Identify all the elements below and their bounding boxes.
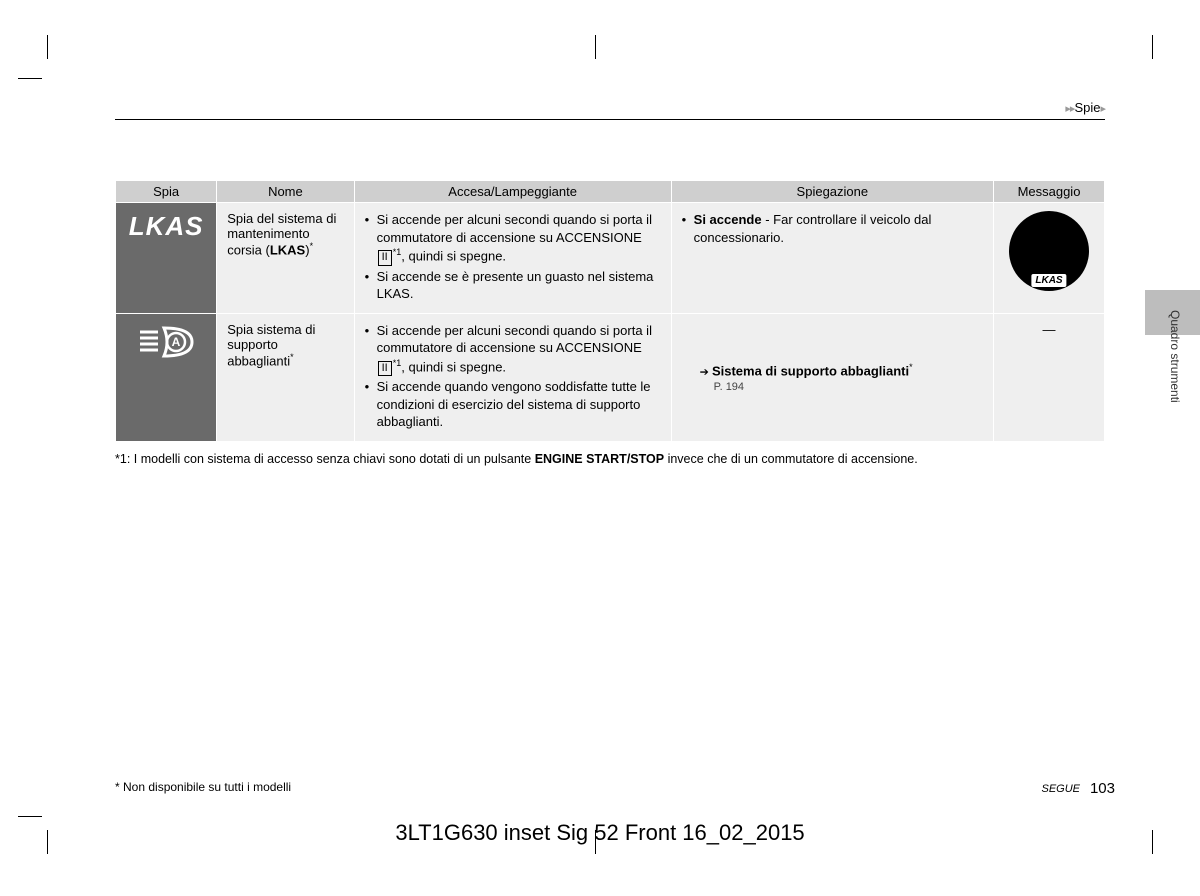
spiegazione-bold: Si accende xyxy=(694,212,762,227)
ignition-position-box: II xyxy=(378,361,392,376)
svg-text:A: A xyxy=(172,335,181,349)
th-spia: Spia xyxy=(116,181,217,203)
message-indicator-icon: LKAS xyxy=(1009,211,1089,291)
footnote-text: invece che di un commutatore di accensio… xyxy=(664,452,918,466)
page-number: 103 xyxy=(1090,780,1115,797)
asterisk: * xyxy=(290,352,294,362)
bullet-text: , quindi si spegne. xyxy=(401,248,506,263)
reference-arrow-icon: ➔ xyxy=(700,366,712,378)
th-accesa: Accesa/Lampeggiante xyxy=(354,181,671,203)
footnote-ref: *1 xyxy=(393,247,402,257)
crop-mark xyxy=(1152,35,1153,59)
bullet-text: Si accende per alcuni secondi quando si … xyxy=(377,323,652,356)
message-dash: — xyxy=(1043,322,1056,337)
bullet-text: Si accende se è presente un guasto nel s… xyxy=(377,269,654,302)
asterisk: * xyxy=(909,362,913,372)
nome-bold: LKAS xyxy=(270,242,305,257)
asterisk: * xyxy=(310,241,314,251)
indicator-table: Spia Nome Accesa/Lampeggiante Spiegazion… xyxy=(115,180,1105,442)
bullet-item: Si accende - Far controllare il veicolo … xyxy=(682,211,983,246)
lkas-badge-icon: LKAS xyxy=(1031,274,1066,287)
crop-mark xyxy=(47,830,48,854)
crop-mark xyxy=(18,78,42,79)
side-tab-label: Quadro strumenti xyxy=(1168,310,1182,403)
footnote-ref: *1 xyxy=(393,358,402,368)
divider xyxy=(115,119,1105,120)
indicator-spiegazione-cell: Si accende - Far controllare il veicolo … xyxy=(671,203,993,314)
breadcrumb-label: Spie xyxy=(1074,100,1100,115)
nome-text: Spia sistema di supporto abbaglianti xyxy=(227,322,315,368)
table-row: A Spia sistema di supporto abbaglianti* … xyxy=(116,313,1105,441)
th-messaggio: Messaggio xyxy=(994,181,1105,203)
bullet-item: Si accende quando vengono soddisfatte tu… xyxy=(365,378,661,431)
segue-label: SEGUE xyxy=(1041,783,1080,795)
bullet-text: , quindi si spegne. xyxy=(401,359,506,374)
footnote-2: * Non disponibile su tutti i modelli xyxy=(115,780,291,794)
table-row: LKAS Spia del sistema di mantenimento co… xyxy=(116,203,1105,314)
reference-page: P. 194 xyxy=(700,381,744,393)
breadcrumb-arrow-icon: ▸ xyxy=(1100,103,1105,115)
indicator-message-cell: LKAS xyxy=(994,203,1105,314)
highbeam-auto-icon: A xyxy=(136,322,196,362)
th-nome: Nome xyxy=(217,181,354,203)
indicator-message-cell: — xyxy=(994,313,1105,441)
bullet-item: Si accende per alcuni secondi quando si … xyxy=(365,322,661,377)
breadcrumb: ▸▸Spie▸ xyxy=(115,100,1105,115)
footnote-text: *1: I modelli con sistema di accesso sen… xyxy=(115,452,535,466)
bullet-text: Si accende quando vengono soddisfatte tu… xyxy=(377,379,651,429)
indicator-icon-cell: LKAS xyxy=(116,203,217,314)
indicator-spiegazione-cell: ➔ Sistema di supporto abbaglianti* P. 19… xyxy=(671,313,993,441)
crop-mark xyxy=(18,816,42,817)
indicator-name-cell: Spia del sistema di mantenimento corsia … xyxy=(217,203,354,314)
reference-label: Sistema di supporto abbaglianti xyxy=(712,363,909,378)
crop-mark xyxy=(47,35,48,59)
lkas-indicator-icon: LKAS xyxy=(129,211,204,241)
bullet-item: Si accende se è presente un guasto nel s… xyxy=(365,268,661,303)
th-spiegazione: Spiegazione xyxy=(671,181,993,203)
crop-mark xyxy=(595,35,596,59)
page-content: ▸▸Spie▸ Spia Nome Accesa/Lampeggiante Sp… xyxy=(115,100,1105,466)
bullet-text: Si accende per alcuni secondi quando si … xyxy=(377,212,652,245)
indicator-icon-cell: A xyxy=(116,313,217,441)
signature-line: 3LT1G630 inset Sig 52 Front 16_02_2015 xyxy=(395,820,804,846)
footnote-bold: ENGINE START/STOP xyxy=(535,452,664,466)
bullet-item: Si accende per alcuni secondi quando si … xyxy=(365,211,661,266)
indicator-accesa-cell: Si accende per alcuni secondi quando si … xyxy=(354,313,671,441)
footnote-1: *1: I modelli con sistema di accesso sen… xyxy=(115,452,1105,466)
indicator-accesa-cell: Si accende per alcuni secondi quando si … xyxy=(354,203,671,314)
ignition-position-box: II xyxy=(378,250,392,265)
crop-mark xyxy=(1152,830,1153,854)
indicator-name-cell: Spia sistema di supporto abbaglianti* xyxy=(217,313,354,441)
